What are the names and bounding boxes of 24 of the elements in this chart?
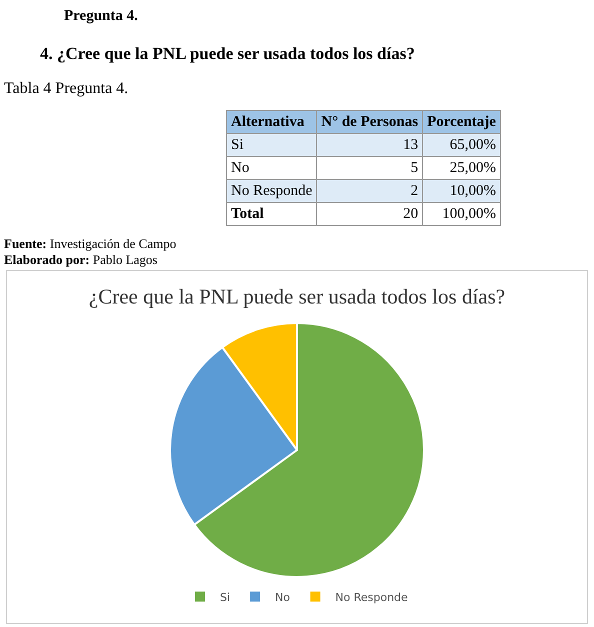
text: 10,00% [422, 180, 500, 202]
text: 20 [316, 202, 423, 226]
text: 100,00% [422, 202, 500, 226]
text: 13 [316, 134, 423, 156]
text: 65,00% [422, 134, 500, 156]
text: N° de Personas [316, 110, 423, 134]
text: Elaborado por: Pablo Lagos [4, 252, 158, 268]
legend-label: No [275, 590, 290, 604]
text: No [226, 156, 317, 180]
text: 25,00% [422, 156, 500, 180]
text: Porcentaje [422, 110, 500, 134]
legend-label: No Responde [335, 590, 408, 604]
text: Tabla 4 Pregunta 4. [4, 80, 128, 98]
text: 5 [316, 156, 423, 180]
source-note: Fuente: Investigación de Campo [4, 236, 176, 252]
text: Pregunta 4. [64, 8, 138, 25]
text: Alternativa [226, 110, 317, 134]
text: Total [226, 202, 317, 226]
text: 2 [316, 180, 423, 202]
text: No Responde [226, 180, 317, 202]
chart-title: ¿Cree que la PNL puede ser usada todos los días? [88, 284, 506, 308]
text: Si [226, 134, 317, 156]
legend-label: Si [220, 590, 230, 604]
text: 4. ¿Cree que la PNL puede ser usada todos los días? [40, 44, 415, 64]
